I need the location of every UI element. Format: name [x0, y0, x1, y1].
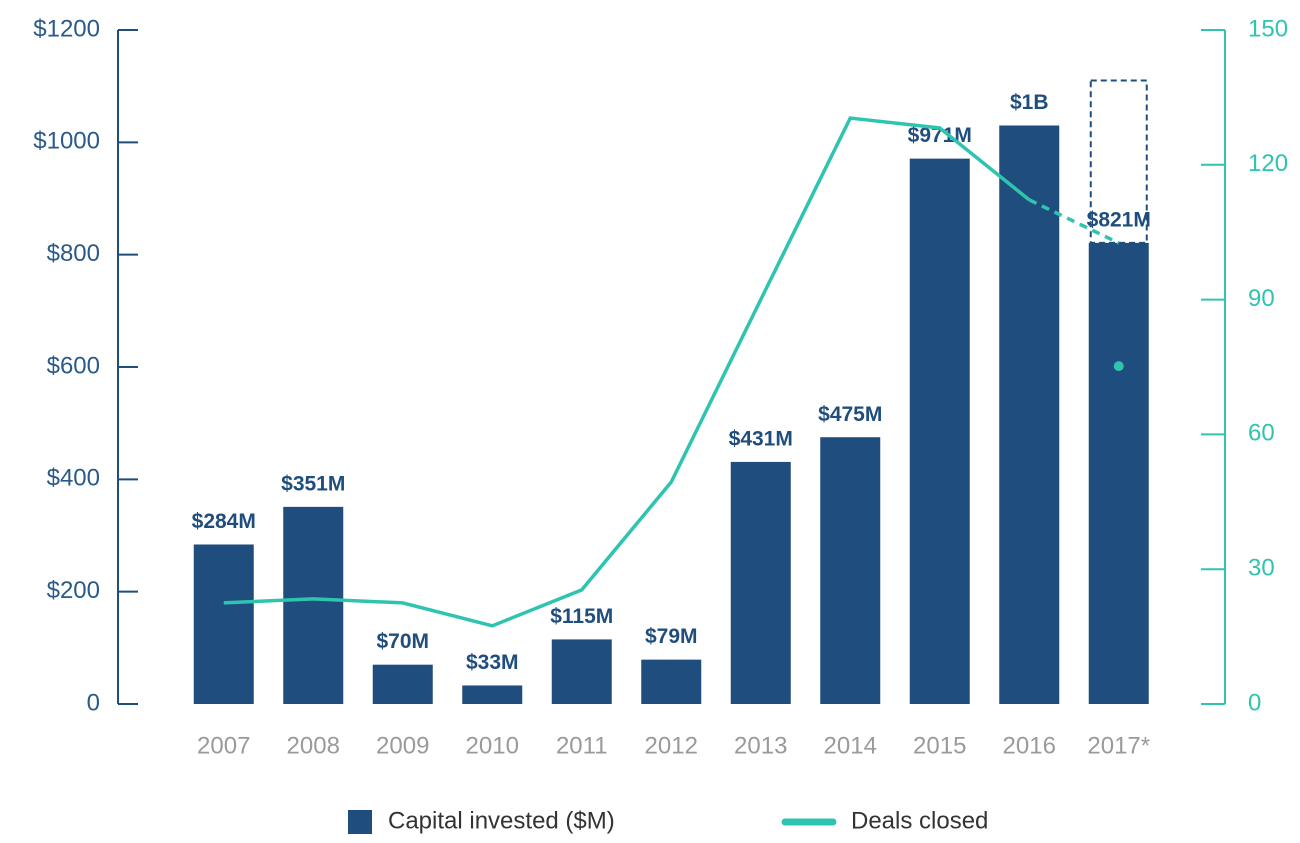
x-tick-label: 2009: [376, 732, 429, 759]
y-tick-label: $1000: [33, 128, 100, 155]
bar: [551, 639, 612, 704]
partial-point: [1113, 361, 1124, 372]
y2-tick-label: 0: [1248, 689, 1261, 716]
x-tick-label: 2011: [556, 732, 608, 759]
x-tick-label: 2012: [645, 732, 698, 759]
y-tick-label: $400: [47, 465, 100, 492]
x-tick-label: 2013: [734, 732, 787, 759]
bar: [283, 506, 344, 704]
data-label: $351M: [281, 472, 345, 495]
legend-label: Capital invested ($M): [388, 807, 615, 834]
projected-bar: [1089, 79, 1148, 244]
line: [223, 116, 1031, 628]
bar: [462, 685, 523, 704]
y2-tick-label: 90: [1248, 285, 1275, 312]
y-tick-label: $1200: [33, 15, 100, 42]
y-tick-label: $600: [47, 352, 100, 379]
data-label: $79M: [645, 625, 698, 648]
x-tick-label: 2014: [824, 732, 877, 759]
y-tick-label: $800: [47, 240, 100, 267]
projected-line: [1028, 198, 1120, 245]
data-label: $1B: [1010, 91, 1049, 114]
y2-tick-label: 30: [1248, 555, 1275, 582]
bar: [372, 664, 433, 704]
y2-tick-label: 150: [1248, 15, 1288, 42]
x-tick-label: 2007: [197, 732, 250, 759]
y-tick-label: 0: [87, 689, 100, 716]
x-tick-label: 2008: [287, 732, 340, 759]
data-label: $431M: [729, 427, 793, 450]
data-label: $284M: [192, 510, 256, 533]
x-tick-label: 2017*: [1087, 732, 1150, 759]
y2-tick-label: 120: [1248, 150, 1288, 177]
bar: [193, 544, 254, 704]
legend-label: Deals closed: [851, 807, 988, 834]
bar: [1088, 242, 1149, 704]
data-label: $115M: [550, 605, 613, 628]
bar: [820, 437, 881, 704]
data-label: $33M: [466, 651, 519, 674]
x-tick-label: 2016: [1003, 732, 1056, 759]
data-label: $475M: [818, 403, 882, 426]
bar: [730, 461, 791, 704]
y-tick-label: $200: [47, 577, 100, 604]
y2-tick-label: 60: [1248, 420, 1275, 447]
bar: [641, 659, 702, 704]
legend-swatch: [348, 810, 372, 834]
x-tick-label: 2015: [913, 732, 966, 759]
data-label: $70M: [376, 630, 429, 653]
data-label: $821M: [1087, 208, 1151, 231]
x-tick-label: 2010: [466, 732, 519, 759]
bar: [999, 125, 1060, 704]
bar: [909, 158, 970, 704]
